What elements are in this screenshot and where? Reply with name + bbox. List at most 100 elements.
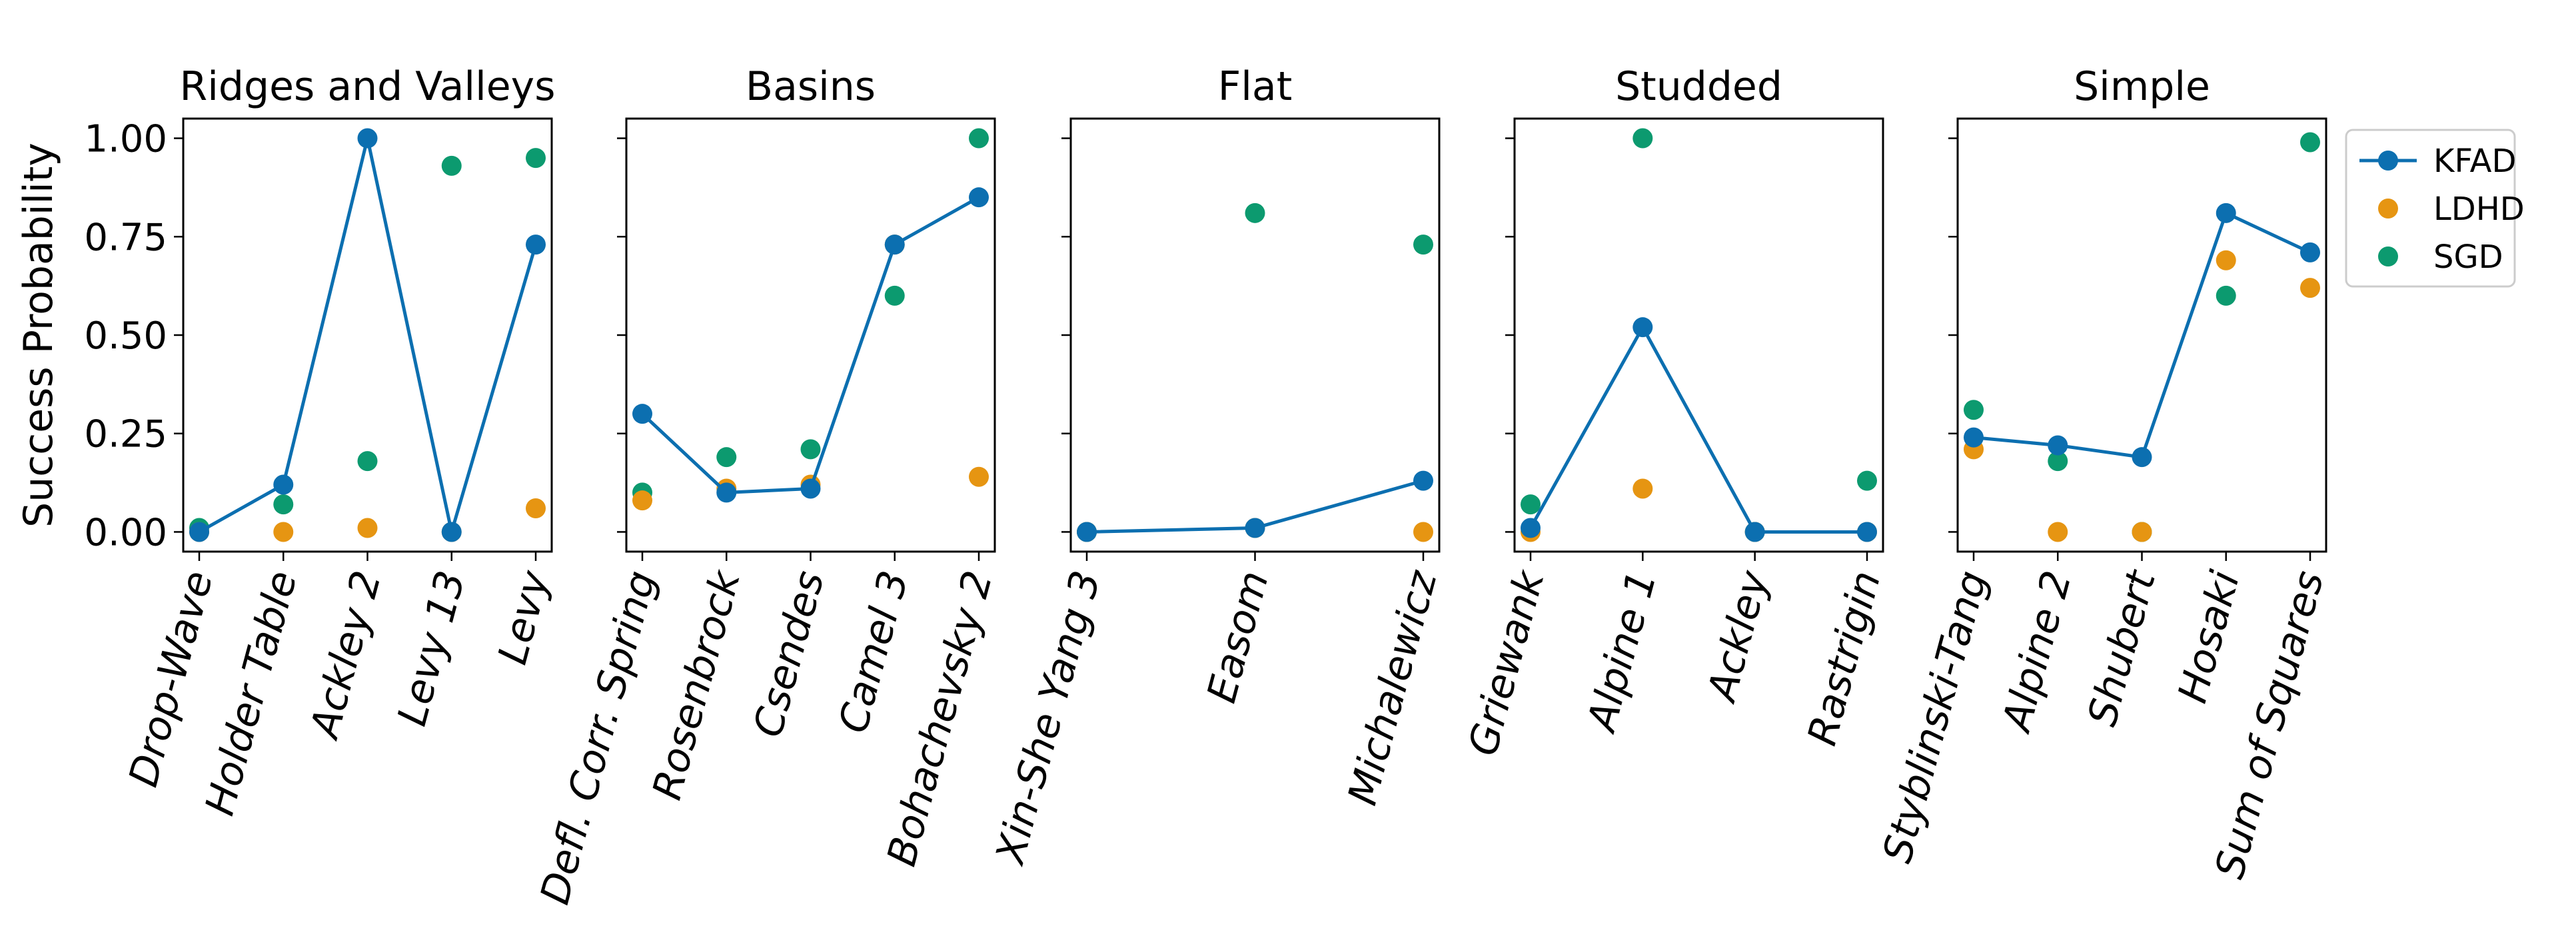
x-tick-label: Ackley 2 (301, 566, 390, 745)
kfad-point (632, 404, 652, 424)
kfad-point (2300, 242, 2320, 262)
legend-label: LDHD (2433, 191, 2525, 228)
y-tick-label: 0.75 (84, 216, 167, 259)
sgd-point (441, 155, 462, 176)
panel-title: Ridges and Valleys (180, 63, 556, 110)
x-tick-label: Levy (489, 565, 559, 669)
y-tick-label: 0.00 (84, 511, 167, 554)
sgd-point (2300, 132, 2320, 153)
ldhd-point (526, 498, 546, 518)
ldhd-point (273, 522, 294, 542)
x-tick-label: Ackley (1698, 565, 1778, 708)
kfad-series-line (198, 137, 538, 534)
kfad-point (2132, 447, 2152, 468)
kfad-series-line (1529, 324, 1867, 534)
sgd-point (884, 285, 905, 306)
sgd-point (1632, 128, 1653, 149)
panel-title: Simple (2074, 63, 2210, 110)
kfad-point (189, 522, 209, 542)
x-tick-label: Easom (1198, 566, 1278, 708)
kfad-point (441, 522, 462, 542)
y-tick-label: 0.50 (84, 314, 167, 358)
x-tick-label: Defl. Corr. Spring (532, 566, 666, 909)
kfad-point (1744, 522, 1765, 542)
panel-flat: Flat Xin-She Yang 3 Easom Michalewicz (986, 63, 1446, 870)
axes-frame (182, 117, 553, 553)
y-axis-label: Success Probability (15, 143, 62, 528)
legend-marker (2378, 246, 2398, 266)
kfad-point (2048, 435, 2068, 456)
kfad-point (273, 474, 294, 495)
kfad-point (969, 187, 989, 208)
x-tick-label: Levy 13 (388, 566, 474, 731)
x-tick-label: Drop-Wave (120, 566, 222, 791)
axes-frame (1069, 117, 1441, 553)
axes-frame (1956, 117, 2327, 553)
panel-basins: Basins Defl. Corr. SpringRosenbrockCsende… (532, 63, 1002, 909)
x-tick-label: Camel 3 (830, 566, 918, 738)
kfad-point (1964, 427, 1984, 448)
kfad-series-line (1973, 211, 2311, 459)
panel-title: Basins (746, 63, 876, 110)
ldhd-point (2300, 278, 2320, 298)
sgd-point (526, 148, 546, 169)
panel-title: Studded (1615, 63, 1782, 110)
sgd-point (1521, 494, 1541, 515)
kfad-point (1077, 522, 1097, 542)
ldhd-point (632, 490, 652, 511)
kfad-point (884, 235, 905, 255)
sgd-point (716, 447, 737, 468)
sgd-point (357, 451, 378, 472)
x-tick-label: Alpine 2 (1993, 566, 2081, 738)
x-tick-label: Shubert (2079, 564, 2166, 731)
y-tick-label: 0.25 (84, 413, 167, 456)
sgd-point (800, 439, 821, 460)
y-tick-label: 1.00 (84, 118, 167, 161)
x-tick-label: Rosenbrock (644, 565, 750, 805)
x-tick-label: Rastrigin (1799, 566, 1890, 750)
x-tick-label: Griewank (1460, 565, 1555, 761)
legend-label: KFAD (2433, 143, 2516, 180)
ldhd-point (1413, 522, 1433, 542)
kfad-point (357, 128, 378, 149)
ldhd-point (969, 466, 989, 487)
ldhd-point (1632, 478, 1653, 499)
kfad-point (526, 235, 546, 255)
kfad-point (1413, 470, 1433, 491)
ldhd-point (2132, 522, 2152, 542)
kfad-point (1857, 522, 1877, 542)
panel-ridges-and-valleys: Ridges and Valleys 0.00 0.25 0.50 0.75 1.00 Dr… (84, 63, 559, 820)
sgd-point (2048, 451, 2068, 472)
x-tick-label: Xin-She Yang 3 (986, 566, 1109, 870)
axes-frame (625, 117, 996, 553)
panels: Ridges and Valleys 0.00 0.25 0.50 0.75 1.00 Dr… (15, 63, 2333, 909)
kfad-point (1245, 518, 1265, 538)
kfad-point (1632, 317, 1653, 338)
x-tick-label: Styblinski-Tang (1874, 566, 1996, 868)
x-tick-label: Michalewicz (1339, 565, 1447, 809)
axes-frame (1513, 117, 1884, 553)
kfad-point (716, 482, 737, 503)
legend-label: SGD (2433, 238, 2503, 276)
ldhd-point (357, 518, 378, 538)
sgd-point (969, 128, 989, 149)
sgd-point (1413, 235, 1433, 255)
legend: KFAD LDHD SGD (2345, 129, 2525, 288)
sgd-point (1857, 470, 1877, 491)
ldhd-point (2048, 522, 2068, 542)
kfad-point (800, 478, 821, 499)
kfad-point (2216, 203, 2236, 223)
kfad-point (1521, 518, 1541, 538)
sgd-point (273, 494, 294, 515)
legend-marker (2378, 199, 2398, 219)
sgd-point (1964, 400, 1984, 420)
x-tick-label: Hosaki (2170, 566, 2250, 708)
legend-marker (2378, 151, 2398, 171)
x-tick-label: Alpine 1 (1578, 566, 1666, 738)
x-tick-label: Csendes (745, 566, 834, 742)
sgd-point (2216, 285, 2236, 306)
ldhd-point (2216, 250, 2236, 270)
sgd-point (1245, 203, 1265, 223)
